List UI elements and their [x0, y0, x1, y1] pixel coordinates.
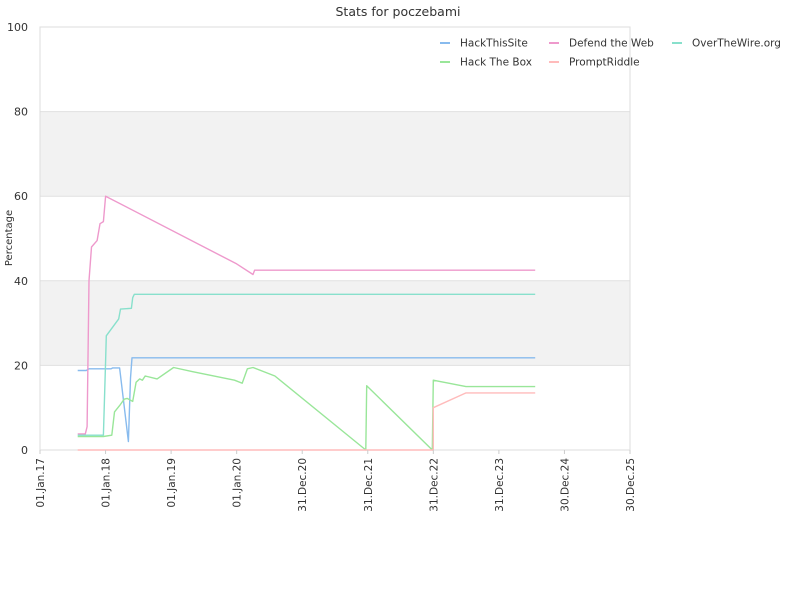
chart-title: Stats for poczebami — [336, 4, 461, 19]
x-tick-labels: 01.Jan.17 01.Jan.18 01.Jan.19 01.Jan.20 31.D… — [35, 450, 637, 512]
y-tick-label: 40 — [14, 275, 28, 288]
legend-label: OverTheWire.org — [692, 38, 781, 50]
x-tick-label: 01.Jan.18 — [101, 458, 113, 508]
series-line-overthewire-org — [77, 293, 536, 436]
legend: HackThisSite Hack The Box Defend the Web Pr… — [440, 38, 781, 69]
legend-label: Hack The Box — [460, 57, 532, 69]
x-tick-label: 31.Dec.21 — [363, 458, 375, 512]
x-tick-label: 31.Dec.23 — [494, 458, 506, 512]
x-tick-label: 30.Dec.25 — [625, 458, 637, 512]
x-tick-label: 01.Jan.20 — [232, 458, 244, 508]
y-tick-label: 20 — [14, 359, 28, 372]
y-tick-label: 100 — [7, 21, 28, 34]
x-tick-label: 31.Dec.20 — [297, 458, 309, 512]
grid-band — [40, 280, 630, 366]
legend-label: PromptRiddle — [569, 57, 640, 69]
series-line-defend-the-web — [77, 195, 536, 435]
x-tick-label: 01.Jan.19 — [166, 458, 178, 508]
y-tick-labels: 0 20 40 60 80 100 — [7, 21, 28, 457]
series-line-hack-the-box — [77, 366, 536, 451]
series-lines — [77, 195, 536, 451]
x-tick-label: 01.Jan.17 — [35, 458, 47, 508]
y-tick-label: 80 — [14, 106, 28, 119]
grid-band — [40, 111, 630, 197]
x-tick-label: 31.Dec.22 — [428, 458, 440, 512]
x-tick-label: 30.Dec.24 — [559, 458, 571, 512]
y-axis-label: Percentage — [4, 210, 15, 266]
y-tick-label: 60 — [14, 190, 28, 203]
legend-label: HackThisSite — [460, 38, 528, 50]
legend-label: Defend the Web — [569, 38, 654, 50]
y-tick-label: 0 — [21, 444, 28, 457]
series-line-promptriddle — [77, 392, 536, 451]
